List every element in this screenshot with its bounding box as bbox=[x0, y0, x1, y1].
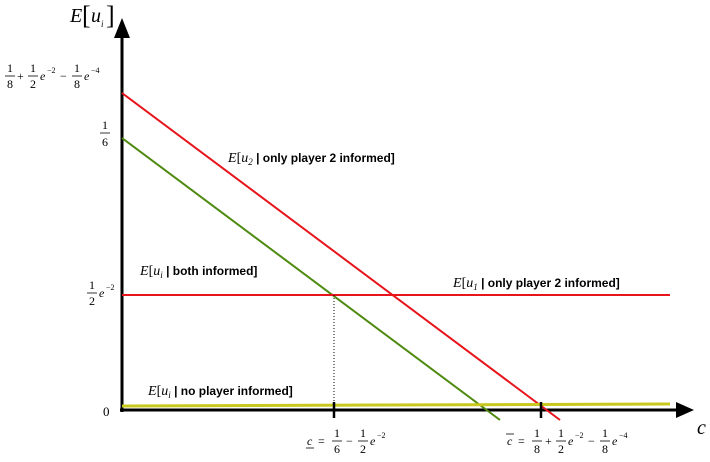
svg-text:−2: −2 bbox=[106, 283, 115, 292]
svg-text:]: ] bbox=[106, 1, 115, 30]
svg-text:−: − bbox=[588, 434, 595, 448]
svg-text:E: E bbox=[69, 5, 82, 27]
svg-text:1: 1 bbox=[74, 61, 80, 75]
svg-text:2: 2 bbox=[89, 294, 95, 308]
x-axis-arrow bbox=[676, 402, 694, 418]
svg-text:1: 1 bbox=[602, 426, 608, 440]
svg-text:2: 2 bbox=[360, 442, 366, 456]
x-axis-label: c bbox=[697, 417, 706, 439]
svg-text:e: e bbox=[99, 286, 105, 300]
series-line-u2-only-player2 bbox=[121, 92, 561, 421]
svg-text:+: + bbox=[17, 69, 24, 83]
svg-text:1: 1 bbox=[7, 61, 13, 75]
series-line-both-informed bbox=[121, 137, 501, 421]
label-u1-only-player2: E[u1 | only player 2 informed] bbox=[452, 276, 620, 292]
svg-text:6: 6 bbox=[334, 442, 340, 456]
svg-text:2: 2 bbox=[30, 77, 36, 91]
x-tick-label-c-low: c = 1 6 − 1 2 e −2 bbox=[306, 426, 386, 456]
label-u2-only-player2: E[u2 | only player 2 informed] bbox=[227, 151, 395, 167]
svg-text:c: c bbox=[507, 434, 513, 448]
svg-text:8: 8 bbox=[74, 77, 80, 91]
label-no-player-informed: E[ui | no player informed] bbox=[147, 384, 293, 400]
svg-text:=: = bbox=[518, 434, 525, 448]
svg-text:+: + bbox=[545, 434, 552, 448]
svg-text:e: e bbox=[370, 434, 376, 448]
label-both-informed: E[ui | both informed] bbox=[139, 264, 257, 280]
svg-text:2: 2 bbox=[558, 442, 564, 456]
svg-text:1: 1 bbox=[360, 426, 366, 440]
y-tick-sixth: 1 6 bbox=[100, 118, 110, 149]
svg-text:e: e bbox=[612, 434, 618, 448]
svg-text:−2: −2 bbox=[575, 431, 584, 440]
y-tick-half: 1 2 e −2 bbox=[87, 278, 115, 308]
svg-text:−: − bbox=[60, 69, 67, 83]
svg-text:1: 1 bbox=[334, 426, 340, 440]
svg-text:8: 8 bbox=[602, 442, 608, 456]
svg-text:u: u bbox=[91, 5, 101, 27]
svg-text:e: e bbox=[84, 69, 90, 83]
svg-text:−4: −4 bbox=[91, 66, 100, 75]
x-tick-label-c-high: c = 1 8 + 1 2 e −2 − 1 8 e −4 bbox=[506, 426, 628, 456]
svg-text:−2: −2 bbox=[377, 431, 386, 440]
svg-text:[: [ bbox=[82, 1, 91, 30]
svg-text:e: e bbox=[40, 69, 46, 83]
svg-text:−2: −2 bbox=[47, 66, 56, 75]
svg-text:1: 1 bbox=[558, 426, 564, 440]
y-tick-zero: 0 bbox=[103, 404, 110, 419]
svg-text:e: e bbox=[568, 434, 574, 448]
svg-text:1: 1 bbox=[30, 61, 36, 75]
svg-text:8: 8 bbox=[7, 77, 13, 91]
svg-text:i: i bbox=[101, 19, 104, 29]
svg-text:6: 6 bbox=[102, 135, 108, 149]
y-axis-label: E [ u i ] bbox=[69, 1, 115, 30]
svg-text:8: 8 bbox=[534, 442, 540, 456]
svg-text:1: 1 bbox=[534, 426, 540, 440]
svg-text:1: 1 bbox=[89, 278, 95, 292]
y-tick-top: 1 8 + 1 2 e −2 − 1 8 e −4 bbox=[5, 61, 100, 91]
svg-text:−4: −4 bbox=[619, 431, 628, 440]
svg-text:=: = bbox=[318, 434, 325, 448]
svg-text:c: c bbox=[307, 434, 313, 448]
y-axis-arrow bbox=[114, 18, 130, 38]
svg-text:1: 1 bbox=[102, 118, 108, 132]
series-line-no-player-informed bbox=[121, 402, 671, 408]
svg-text:−: − bbox=[346, 434, 353, 448]
